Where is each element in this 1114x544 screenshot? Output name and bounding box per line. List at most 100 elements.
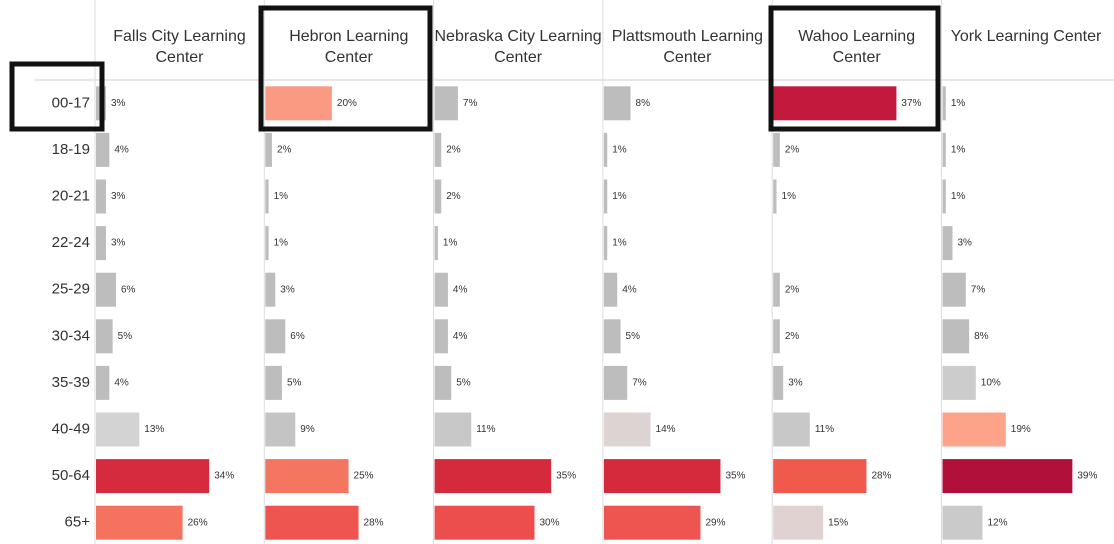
bar <box>265 459 349 494</box>
bar <box>942 179 946 214</box>
value-label: 3% <box>111 98 126 109</box>
bar <box>265 505 359 540</box>
value-label: 1% <box>782 191 797 202</box>
bar <box>434 272 448 307</box>
value-label: 26% <box>188 517 208 528</box>
category-label: 18-19 <box>52 141 90 158</box>
value-label: 2% <box>785 331 800 342</box>
bar <box>265 272 276 307</box>
panel-title: Hebron Learning Center <box>289 28 409 66</box>
bar <box>942 365 976 400</box>
value-label: 3% <box>788 378 803 389</box>
bar <box>773 319 780 354</box>
category-label: 50-64 <box>52 467 90 484</box>
value-label: 25% <box>354 471 374 482</box>
bar <box>773 179 777 214</box>
bar <box>603 459 721 494</box>
bar <box>773 365 784 400</box>
value-label: 2% <box>785 145 800 156</box>
bar <box>434 505 535 540</box>
bar <box>603 179 608 214</box>
bar <box>434 459 552 494</box>
bar <box>603 365 628 400</box>
bar <box>773 505 824 540</box>
value-label: 35% <box>725 471 745 482</box>
bar <box>96 132 110 167</box>
bar <box>265 226 269 261</box>
value-label: 4% <box>453 331 468 342</box>
bar <box>434 365 452 400</box>
bar <box>96 319 113 354</box>
bar <box>942 272 966 307</box>
value-label: 7% <box>971 284 986 295</box>
value-label: 30% <box>540 517 560 528</box>
category-label: 65+ <box>65 514 91 531</box>
value-label: 3% <box>957 238 972 249</box>
bar <box>942 459 1073 494</box>
bar <box>773 412 810 447</box>
bar <box>773 272 780 307</box>
panel-title: Plattsmouth Learning Center <box>611 28 763 66</box>
value-label: 35% <box>556 471 576 482</box>
bar <box>603 86 631 121</box>
bar <box>265 86 332 121</box>
value-label: 8% <box>636 98 651 109</box>
value-label: 28% <box>871 471 891 482</box>
bar <box>434 179 442 214</box>
bar <box>434 226 438 261</box>
bar <box>96 272 116 307</box>
bar <box>96 412 140 447</box>
value-label: 2% <box>446 145 461 156</box>
bar <box>434 132 442 167</box>
category-label: 25-29 <box>52 281 90 298</box>
bar <box>434 412 472 447</box>
value-label: 1% <box>443 238 458 249</box>
value-label: 5% <box>287 378 302 389</box>
bar <box>265 319 286 354</box>
value-label: 4% <box>114 378 129 389</box>
value-label: 1% <box>951 145 966 156</box>
value-label: 3% <box>111 191 126 202</box>
panel-title: Wahoo Learning Center <box>798 28 916 66</box>
category-label: 22-24 <box>52 234 90 251</box>
value-label: 4% <box>114 145 129 156</box>
value-label: 11% <box>476 424 495 435</box>
bar <box>434 319 448 354</box>
value-label: 1% <box>612 191 627 202</box>
value-label: 9% <box>300 424 315 435</box>
value-label: 37% <box>901 98 921 109</box>
value-label: 11% <box>815 424 834 435</box>
value-label: 34% <box>214 471 234 482</box>
value-label: 3% <box>111 238 126 249</box>
value-label: 39% <box>1077 471 1097 482</box>
value-label: 10% <box>981 378 1001 389</box>
category-label: 00-17 <box>52 94 90 111</box>
value-label: 28% <box>364 517 384 528</box>
value-label: 4% <box>622 284 637 295</box>
bar <box>942 86 946 121</box>
bar <box>942 226 953 261</box>
category-label: 40-49 <box>52 420 90 437</box>
bar <box>96 86 106 121</box>
category-label: 20-21 <box>52 187 90 204</box>
value-label: 7% <box>463 98 478 109</box>
bar <box>434 86 458 121</box>
bar <box>942 505 983 540</box>
bar <box>603 226 608 261</box>
value-label: 1% <box>951 98 966 109</box>
value-label: 5% <box>456 378 471 389</box>
value-label: 19% <box>1011 424 1031 435</box>
value-label: 12% <box>987 517 1007 528</box>
bar <box>265 365 282 400</box>
value-label: 6% <box>290 331 305 342</box>
value-label: 20% <box>337 98 357 109</box>
bar <box>603 412 651 447</box>
bar <box>603 505 701 540</box>
value-label: 1% <box>612 145 627 156</box>
bar <box>603 319 621 354</box>
bar <box>96 365 110 400</box>
bar <box>265 412 296 447</box>
value-label: 5% <box>626 331 641 342</box>
